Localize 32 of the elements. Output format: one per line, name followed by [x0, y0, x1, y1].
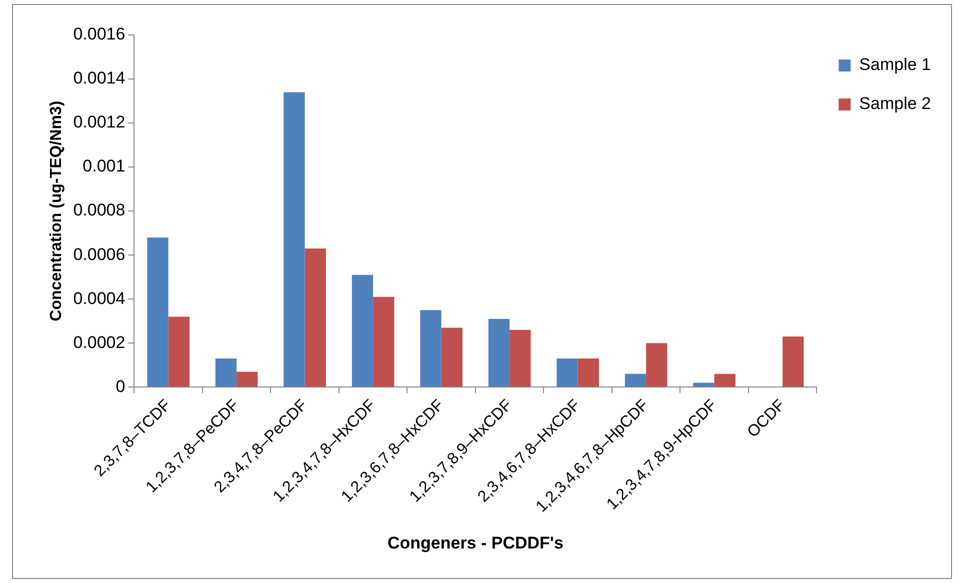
bar — [352, 274, 374, 387]
bar — [488, 318, 510, 387]
y-tick-label: 0.0008 — [73, 200, 126, 220]
legend-label: Sample 1 — [859, 55, 932, 74]
bar — [168, 316, 190, 387]
y-tick-label: 0.001 — [82, 156, 126, 176]
bar — [646, 343, 668, 387]
y-tick-label: 0.0016 — [73, 24, 126, 44]
bar — [624, 374, 646, 387]
y-tick-label: 0.0014 — [73, 68, 126, 88]
bar — [441, 328, 462, 387]
bar — [510, 330, 531, 387]
y-tick-label: 0.0002 — [73, 332, 126, 352]
bar — [147, 237, 168, 387]
bar — [373, 296, 394, 387]
bar — [420, 310, 442, 387]
y-tick-label: 0.0012 — [73, 112, 126, 132]
bar — [714, 374, 736, 387]
bar — [556, 358, 578, 387]
bar — [236, 372, 258, 387]
y-tick-label: 0.0006 — [73, 244, 126, 264]
bar — [284, 92, 305, 387]
bar — [578, 358, 599, 387]
bar — [304, 248, 326, 387]
y-tick-label: 0.0004 — [73, 288, 126, 308]
y-axis-title: Concentration (ug-TEQ/Nm3) — [48, 100, 66, 322]
y-tick-label: 0 — [116, 376, 126, 396]
x-axis-title: Congeners - PCDDF's — [387, 533, 564, 552]
bar — [693, 382, 714, 387]
bar — [215, 358, 237, 387]
legend-label: Sample 2 — [859, 94, 932, 114]
bar — [782, 336, 804, 387]
